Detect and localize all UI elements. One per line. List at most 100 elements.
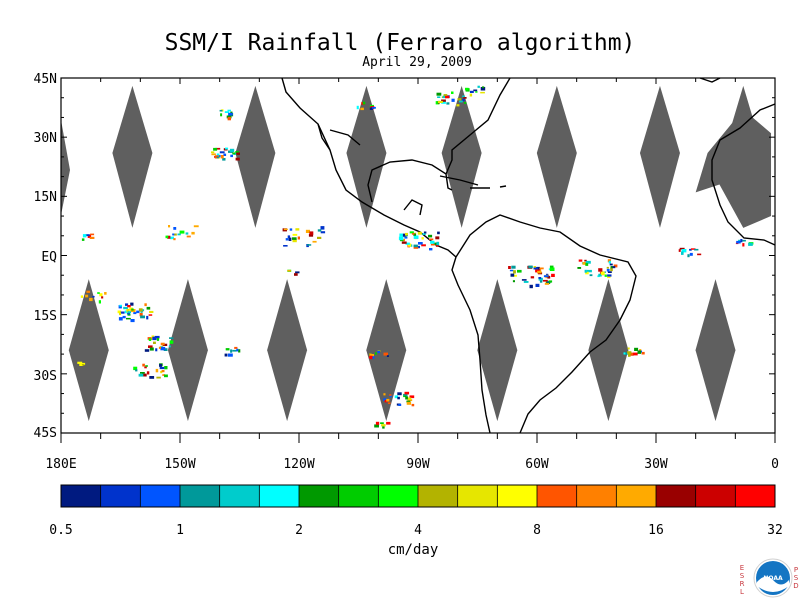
rain-cell (528, 265, 533, 269)
rain-cell (179, 230, 185, 234)
rain-cell (142, 363, 145, 367)
rain-cell (445, 95, 450, 99)
rain-cell (148, 345, 153, 348)
rain-cell (441, 99, 446, 102)
psd-letter-d: D (793, 582, 799, 590)
rain-cell (219, 109, 223, 112)
rain-clusters (77, 85, 754, 429)
rain-cell (607, 271, 612, 273)
rain-cell (383, 352, 388, 356)
rain-cell (133, 366, 138, 371)
rain-cell (641, 351, 645, 355)
lat-label-30s: 30S (34, 369, 57, 384)
rain-cell (213, 147, 218, 151)
rain-cell (146, 315, 149, 320)
rain-cell (287, 235, 291, 239)
rain-cell (232, 152, 236, 155)
rain-cell (167, 235, 171, 239)
rain-cell (681, 251, 684, 255)
rain-cell (386, 421, 391, 425)
rain-cell (405, 396, 409, 400)
rain-cell (135, 369, 138, 372)
rain-cell (405, 242, 410, 245)
rain-cell (377, 350, 380, 354)
rain-cell (442, 95, 447, 99)
rain-cell (308, 233, 314, 237)
colorbar-swatch-5 (259, 485, 300, 507)
rain-cell (535, 269, 538, 273)
swath-gap-south-1 (167, 279, 208, 422)
rain-cell (601, 271, 605, 275)
rain-cell (374, 352, 377, 355)
noaa-logo-text: NOAA (763, 575, 783, 582)
rain-cell (627, 351, 632, 354)
rain-cell (413, 244, 418, 248)
esrl-letter-l: L (740, 588, 744, 596)
rain-cell (149, 310, 154, 313)
rain-cell (124, 310, 127, 314)
rain-cell (399, 233, 403, 237)
rain-cell (384, 399, 388, 403)
rain-cell (422, 233, 426, 235)
rain-cell (513, 274, 517, 277)
rain-cell (130, 302, 134, 306)
rain-cell (220, 113, 223, 117)
rain-cell (533, 266, 536, 268)
rain-cell (292, 233, 298, 236)
swath-gap-north-0 (112, 85, 153, 228)
colorbar-swatch-15 (656, 485, 697, 507)
lon-label-30w: 30W (644, 457, 668, 472)
swath-gap-south-0 (68, 279, 109, 422)
rain-cell (225, 147, 229, 150)
rain-cell (156, 376, 161, 379)
rain-cell (224, 353, 228, 357)
rain-cell (306, 244, 312, 246)
rain-cell (117, 310, 122, 314)
rain-cell (118, 317, 123, 321)
rain-cell (292, 238, 297, 243)
rain-cell (144, 303, 147, 307)
rain-cell (613, 264, 618, 268)
rain-cell (294, 273, 298, 276)
rain-cell (464, 102, 467, 104)
rain-cell (236, 348, 239, 352)
rain-cell (589, 274, 593, 277)
rain-cell (539, 280, 543, 283)
rain-cell (369, 354, 374, 357)
rain-cell (160, 346, 166, 351)
rain-cell (742, 243, 745, 247)
rain-cell (543, 275, 549, 278)
rain-cell (140, 315, 145, 319)
rain-cell (77, 361, 83, 364)
rain-cell (172, 233, 175, 236)
rain-cell (417, 231, 422, 235)
rain-cell (288, 237, 292, 241)
rain-cell (164, 366, 168, 370)
swath-gap-africa (695, 109, 772, 228)
rain-cell (606, 266, 609, 269)
rain-cell (383, 398, 387, 401)
rain-cell (413, 235, 419, 239)
rain-cell (232, 349, 237, 352)
colorbar-swatch-1 (100, 485, 141, 507)
rain-cell (153, 341, 156, 344)
rain-cell (451, 91, 454, 94)
rain-cell (122, 315, 126, 319)
rain-cell (168, 345, 171, 348)
esrl-letter-e: E (739, 564, 745, 572)
rain-cell (160, 370, 163, 374)
rain-cell (404, 236, 408, 239)
rain-cell (610, 266, 613, 269)
rain-cell (220, 155, 224, 159)
rain-cell (159, 366, 165, 370)
rain-cell (402, 238, 405, 242)
rain-cell (90, 233, 95, 236)
rain-cell (463, 97, 467, 99)
rain-cell (436, 241, 440, 246)
rain-cell (371, 106, 376, 109)
rain-cell (89, 236, 95, 239)
rain-cell (598, 273, 602, 277)
colorbar-units: cm/day (387, 542, 439, 558)
rain-cell (446, 102, 450, 105)
